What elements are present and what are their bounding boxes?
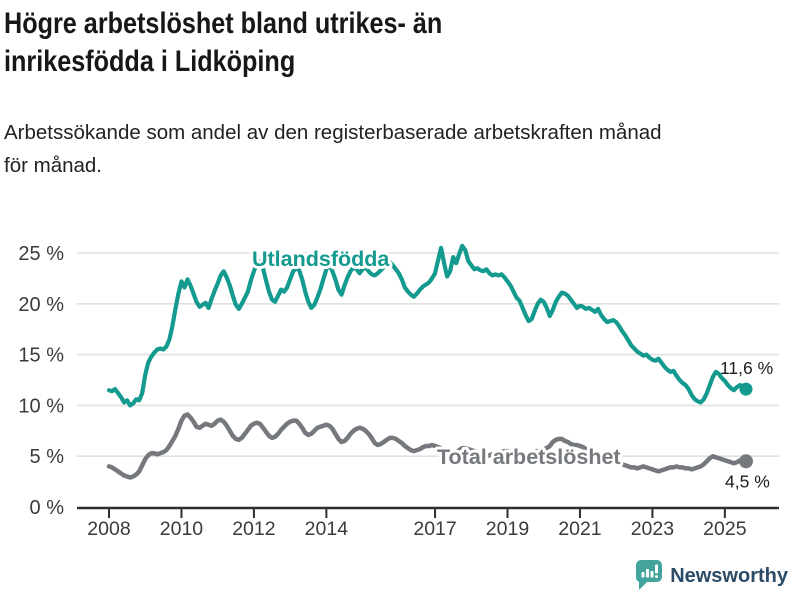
y-tick-label: 10 % xyxy=(18,395,64,417)
x-tick-label: 2012 xyxy=(232,518,275,540)
x-tick-label: 2021 xyxy=(558,518,601,540)
y-tick-label: 0 % xyxy=(30,497,65,519)
series-label: Utlandsfödda xyxy=(252,247,390,271)
series-line-utlandsfodda xyxy=(106,243,749,408)
y-tick-label: 5 % xyxy=(30,446,65,468)
y-tick-label: 15 % xyxy=(18,345,64,367)
title-line-2: inrikesfödda i Lidköping xyxy=(4,45,296,78)
brand-logo[interactable]: Newsworthy xyxy=(636,560,788,592)
brand-name: Newsworthy xyxy=(670,564,788,587)
series-end-dot-utlandsfodda xyxy=(739,382,753,396)
y-tick-label: 25 % xyxy=(18,243,64,265)
x-tick-label: 2017 xyxy=(413,518,456,540)
series-line-total xyxy=(106,412,749,480)
y-tick-label: 20 % xyxy=(18,294,64,316)
subtitle-line-2: för månad. xyxy=(4,154,102,177)
subtitle-line-1: Arbetssökande som andel av den registerb… xyxy=(4,121,662,144)
x-tick-label: 2023 xyxy=(631,518,674,540)
x-tick-label: 2008 xyxy=(87,518,130,540)
series-label: Total arbetslöshet xyxy=(437,445,621,469)
page-title: Högre arbetslöshet bland utrikes- än inr… xyxy=(4,5,442,81)
x-tick-label: 2014 xyxy=(305,518,349,540)
end-value-label: 11,6 % xyxy=(720,358,773,378)
x-tick-label: 2019 xyxy=(486,518,529,540)
title-line-1: Högre arbetslöshet bland utrikes- än xyxy=(4,7,443,40)
chart-subtitle: Arbetssökande som andel av den registerb… xyxy=(4,116,662,182)
x-tick-label: 2025 xyxy=(703,518,747,540)
series-end-dot-total xyxy=(739,454,753,469)
x-tick-label: 2010 xyxy=(160,518,204,540)
newsworthy-icon xyxy=(636,560,663,590)
end-value-label: 4,5 % xyxy=(725,471,770,491)
